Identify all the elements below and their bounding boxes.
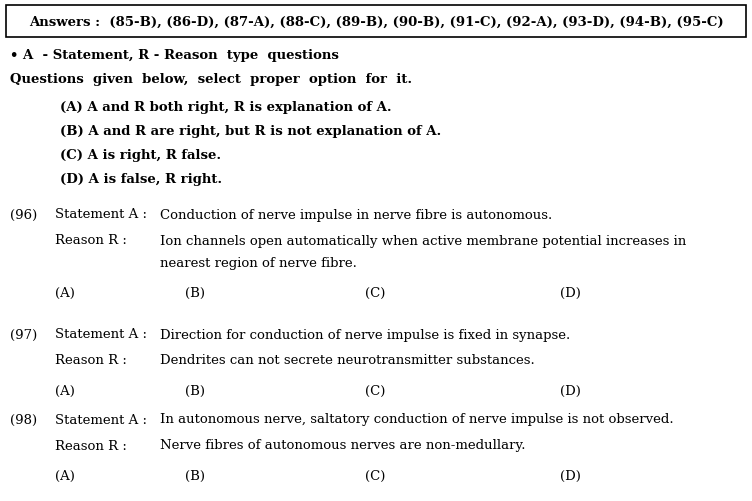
Text: (A): (A) xyxy=(55,286,75,299)
Text: (C): (C) xyxy=(365,468,385,481)
Text: (98): (98) xyxy=(10,413,37,426)
Text: (C) A is right, R false.: (C) A is right, R false. xyxy=(60,149,221,162)
Text: (A): (A) xyxy=(55,384,75,397)
Text: (C): (C) xyxy=(365,384,385,397)
Text: (96): (96) xyxy=(10,208,38,221)
Text: Reason R :: Reason R : xyxy=(55,234,131,247)
Text: Nerve fibres of autonomous nerves are non-medullary.: Nerve fibres of autonomous nerves are no… xyxy=(160,438,526,451)
Text: (97): (97) xyxy=(10,328,38,341)
Text: nearest region of nerve fibre.: nearest region of nerve fibre. xyxy=(160,256,357,269)
Text: Answers :  (85-B), (86-D), (87-A), (88-C), (89-B), (90-B), (91-C), (92-A), (93-D: Answers : (85-B), (86-D), (87-A), (88-C)… xyxy=(29,16,723,29)
Text: (D): (D) xyxy=(560,286,581,299)
Text: In autonomous nerve, saltatory conduction of nerve impulse is not observed.: In autonomous nerve, saltatory conductio… xyxy=(160,413,674,426)
Text: (B): (B) xyxy=(185,468,205,481)
Text: (B) A and R are right, but R is not explanation of A.: (B) A and R are right, but R is not expl… xyxy=(60,125,441,138)
Text: Reason R :: Reason R : xyxy=(55,354,131,367)
Text: (A): (A) xyxy=(55,468,75,481)
Text: Statement A :: Statement A : xyxy=(55,208,151,221)
Text: Statement A :: Statement A : xyxy=(55,413,151,426)
Text: Statement A :: Statement A : xyxy=(55,328,151,341)
Text: Ion channels open automatically when active membrane potential increases in: Ion channels open automatically when act… xyxy=(160,234,687,247)
Text: (C): (C) xyxy=(365,286,385,299)
Text: • A  - Statement, R - Reason  type  questions: • A - Statement, R - Reason type questio… xyxy=(10,49,339,62)
Text: Reason R :: Reason R : xyxy=(55,438,131,451)
Text: Direction for conduction of nerve impulse is fixed in synapse.: Direction for conduction of nerve impuls… xyxy=(160,328,570,341)
Text: (B): (B) xyxy=(185,286,205,299)
Text: (D) A is false, R right.: (D) A is false, R right. xyxy=(60,173,222,186)
Text: Questions  given  below,  select  proper  option  for  it.: Questions given below, select proper opt… xyxy=(10,73,412,86)
Text: Dendrites can not secrete neurotransmitter substances.: Dendrites can not secrete neurotransmitt… xyxy=(160,354,535,367)
Text: (D): (D) xyxy=(560,468,581,481)
Bar xyxy=(6,6,746,38)
Text: (A) A and R both right, R is explanation of A.: (A) A and R both right, R is explanation… xyxy=(60,101,392,114)
Text: (B): (B) xyxy=(185,384,205,397)
Text: (D): (D) xyxy=(560,384,581,397)
Text: Conduction of nerve impulse in nerve fibre is autonomous.: Conduction of nerve impulse in nerve fib… xyxy=(160,208,552,221)
